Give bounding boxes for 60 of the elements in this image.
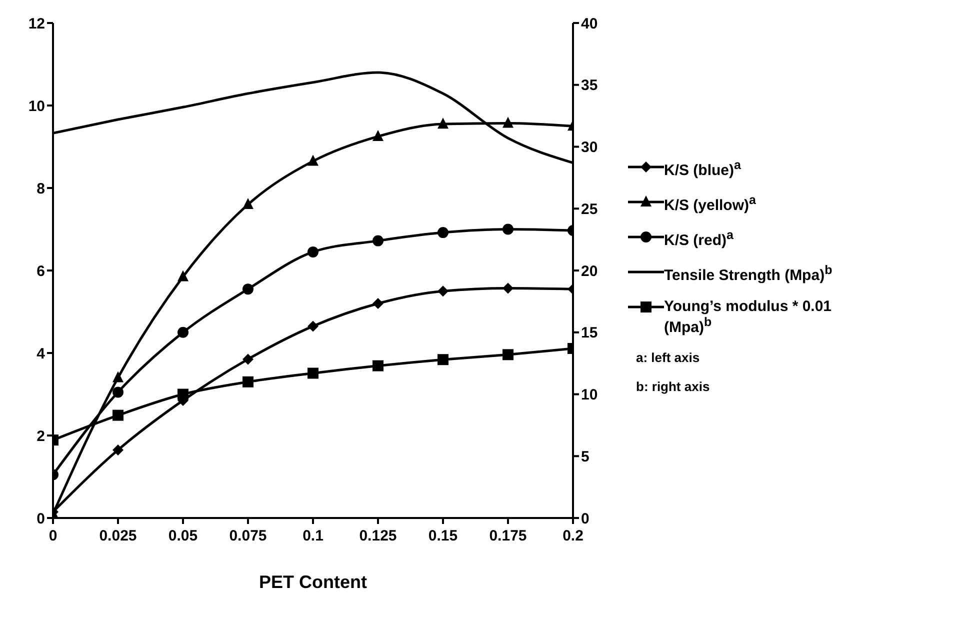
y-tick-label: 6 [36, 262, 45, 280]
point [372, 298, 384, 309]
x-tick-label: 0.175 [489, 528, 527, 545]
y-tick-label: 12 [28, 15, 45, 32]
y2-tick-label: 0 [581, 510, 590, 528]
y-tick-label: 8 [36, 180, 45, 198]
x-tick-label: 0.15 [428, 528, 458, 545]
y2-tick-label: 20 [581, 262, 598, 280]
y2-tick-label: 30 [581, 139, 598, 156]
legend-label: K/S (yellow)$^{a}$ [664, 193, 756, 214]
point [502, 116, 514, 128]
point [112, 386, 124, 398]
point [502, 282, 514, 294]
x-tick-label: 0.2 [562, 528, 584, 545]
x-tick-label: 0.05 [168, 528, 198, 545]
point [502, 349, 514, 360]
x-tick-label: 0.075 [229, 528, 267, 545]
point [308, 154, 318, 166]
y2-tick-label: 15 [581, 324, 598, 342]
point [242, 198, 254, 209]
point [372, 235, 384, 246]
point [112, 371, 124, 382]
y-tick-label: 10 [28, 98, 45, 115]
point [112, 444, 124, 456]
x-tick-label: 0 [48, 528, 58, 545]
y2-tick-label: 5 [581, 448, 590, 466]
point [308, 246, 318, 258]
y2-tick-label: 10 [581, 386, 598, 404]
x-axis-title: PET Content [259, 572, 367, 592]
y2-tick-label: 35 [581, 77, 598, 94]
point [372, 360, 384, 372]
legend-label: K/S (red)$^{a}$ [664, 228, 734, 249]
point [438, 227, 448, 238]
point [178, 326, 188, 338]
point [308, 320, 318, 332]
point [178, 388, 188, 400]
point [242, 284, 254, 295]
x-tick-label: 0.025 [99, 528, 137, 545]
y-tick-label: 4 [36, 345, 46, 362]
legend-label: Tensile Strength (Mpa)$^{b}$ [664, 263, 832, 284]
text: b: right axis [636, 379, 711, 394]
point [502, 224, 514, 235]
y2-tick-label: 25 [581, 200, 598, 218]
text: a: left axis [636, 350, 701, 365]
x-tick-label: 0.125 [359, 528, 397, 545]
x-tick-label: 0.1 [302, 528, 324, 545]
point [438, 118, 448, 129]
legend-label: Young’s modulus * 0.01 (Mpa)$^{b}$ [664, 298, 833, 336]
point [178, 270, 188, 282]
y-tick-label: 0 [36, 510, 45, 528]
point [438, 286, 448, 297]
point [242, 376, 254, 388]
point [242, 354, 254, 365]
point [308, 368, 318, 379]
point [112, 410, 124, 421]
legend-label: K/S (blue)$^{a}$ [664, 158, 741, 179]
point [372, 130, 384, 141]
y-tick-label: 2 [36, 428, 45, 445]
y2-tick-label: 40 [581, 15, 598, 32]
point [438, 354, 448, 366]
